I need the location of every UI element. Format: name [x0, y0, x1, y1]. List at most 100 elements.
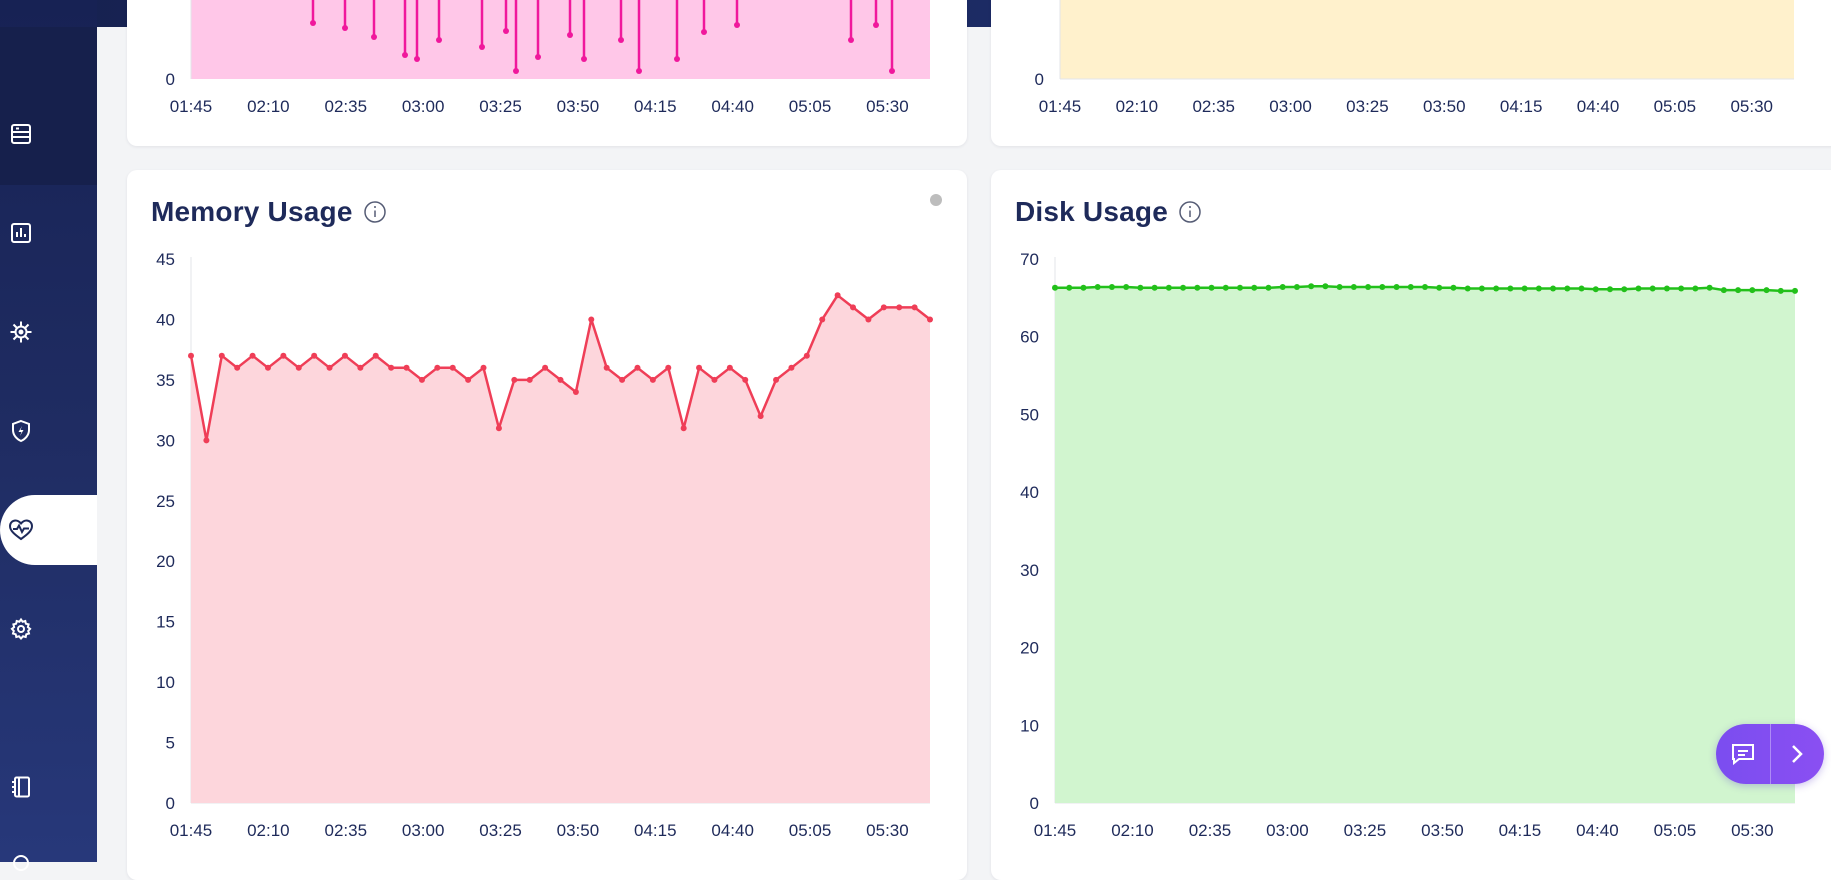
- data-point: [418, 376, 425, 383]
- y-tick-label: 50: [1020, 405, 1039, 424]
- data-point: [1493, 285, 1500, 292]
- chat-icon: [1731, 744, 1754, 766]
- data-point: [636, 68, 642, 74]
- data-point: [1194, 284, 1201, 291]
- disk-usage-title: Disk Usage: [1015, 196, 1202, 228]
- data-point: [1607, 286, 1613, 293]
- data-point: [927, 316, 933, 323]
- x-tick-label: 03:50: [557, 97, 600, 116]
- data-point: [757, 413, 764, 420]
- data-point: [1208, 284, 1215, 291]
- data-point: [1464, 285, 1471, 292]
- nav-item-threats[interactable]: [0, 297, 97, 367]
- data-point: [311, 352, 318, 359]
- x-tick-label: 04:40: [1576, 821, 1619, 840]
- data-point: [696, 364, 703, 371]
- data-point: [665, 364, 672, 371]
- chat-widget[interactable]: [1716, 724, 1824, 784]
- data-point: [342, 25, 348, 31]
- y-tick-label: 25: [156, 492, 175, 511]
- server-icon: [8, 121, 34, 147]
- data-point: [249, 352, 256, 359]
- data-point: [1365, 283, 1372, 290]
- nav-item-logs[interactable]: [0, 752, 97, 822]
- data-point: [495, 425, 502, 432]
- data-point: [1763, 287, 1770, 294]
- y-tick-label: 45: [156, 250, 175, 269]
- expand-button[interactable]: [1771, 724, 1825, 784]
- x-tick-label: 01:45: [170, 821, 213, 840]
- data-point: [480, 364, 487, 371]
- network-chart-card: 0 01:45 02:10 02:35 03:00 03:25 03:50 04:15 04:4…: [127, 0, 967, 146]
- data-point: [1592, 286, 1599, 293]
- data-point: [1621, 286, 1628, 293]
- data-point: [848, 37, 854, 43]
- nav-item-health[interactable]: [0, 495, 97, 565]
- nav-item-settings[interactable]: [0, 594, 97, 664]
- x-tick-label: 03:00: [1266, 821, 1309, 840]
- data-point: [1663, 285, 1670, 292]
- x-tick-label: 03:00: [1269, 97, 1312, 116]
- nav-item-more[interactable]: [0, 840, 97, 871]
- data-point: [1521, 285, 1528, 292]
- data-point: [1578, 285, 1585, 292]
- data-point: [680, 425, 687, 432]
- data-point: [341, 352, 348, 359]
- data-point: [619, 376, 626, 383]
- data-point: [1692, 285, 1699, 292]
- series-area: [1055, 286, 1795, 803]
- nav-item-reports[interactable]: [0, 198, 97, 268]
- data-point: [1279, 283, 1286, 290]
- data-point: [1422, 283, 1428, 290]
- data-point: [742, 376, 749, 383]
- y-tick-label: 40: [1020, 483, 1039, 502]
- x-tick-label: 02:10: [247, 97, 290, 116]
- sidebar-top-block: [0, 27, 97, 185]
- data-point: [1564, 285, 1571, 292]
- data-point: [310, 20, 316, 26]
- x-tick-label: 02:10: [1116, 97, 1159, 116]
- gear-icon: [8, 616, 34, 642]
- data-point: [1550, 285, 1557, 292]
- info-icon[interactable]: [363, 200, 387, 224]
- x-tick-label: 02:35: [1189, 821, 1232, 840]
- data-point: [865, 316, 872, 323]
- data-point: [557, 376, 564, 383]
- data-point: [295, 364, 302, 371]
- memory-usage-title-text: Memory Usage: [151, 196, 353, 227]
- data-point: [513, 68, 519, 74]
- data-point: [726, 364, 733, 371]
- data-point: [526, 376, 533, 383]
- y-tick-label: 35: [156, 371, 175, 390]
- data-point: [873, 22, 879, 28]
- heart-pulse-icon: [8, 517, 34, 543]
- data-point: [1066, 284, 1073, 291]
- network-chart: 0 01:45 02:10 02:35 03:00 03:25 03:50 04:15 04:4…: [166, 0, 930, 116]
- data-point: [542, 364, 549, 371]
- data-point: [414, 56, 420, 62]
- data-point: [371, 34, 377, 40]
- data-point: [834, 292, 841, 299]
- series-area: [191, 0, 930, 79]
- x-tick-label: 05:30: [1731, 821, 1774, 840]
- data-point: [479, 44, 485, 50]
- data-point: [535, 54, 541, 60]
- data-point: [1350, 283, 1357, 290]
- data-point: [1706, 284, 1713, 291]
- nav-item-protection[interactable]: [0, 396, 97, 466]
- info-icon[interactable]: [1178, 200, 1202, 224]
- chat-button[interactable]: [1716, 724, 1770, 784]
- x-tick-label: 05:05: [1654, 97, 1697, 116]
- data-point: [280, 352, 287, 359]
- top-right-chart: 0 01:45 02:10 02:35 03:00 03:25 03:50 04:15 04:4…: [1035, 0, 1794, 116]
- data-point: [1379, 283, 1386, 290]
- data-point: [788, 364, 795, 371]
- data-point: [649, 376, 656, 383]
- nav-item-servers[interactable]: [0, 99, 97, 169]
- data-point: [1436, 284, 1443, 291]
- data-point: [581, 56, 587, 62]
- data-point: [911, 304, 918, 311]
- x-tick-label: 04:15: [1500, 97, 1543, 116]
- data-point: [734, 22, 740, 28]
- data-point: [711, 376, 718, 383]
